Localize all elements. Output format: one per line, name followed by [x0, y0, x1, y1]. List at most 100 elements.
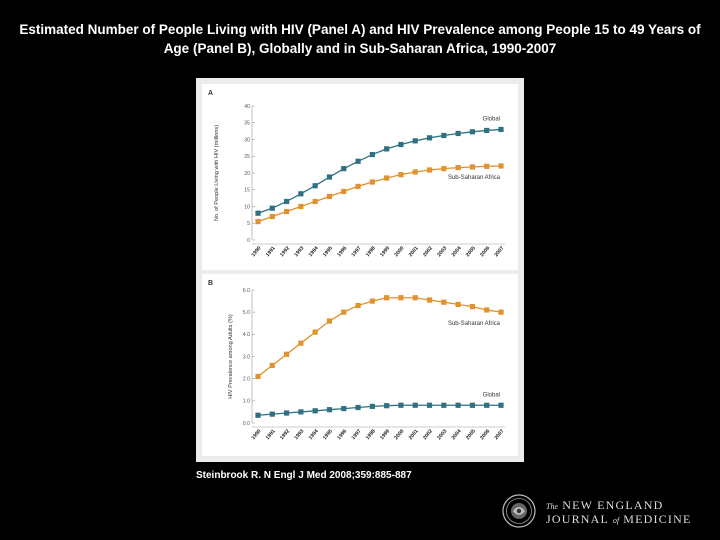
panel-a-y-axis-title: No. of People Living with HIV (millions)	[214, 125, 220, 222]
panel-a-global-point	[283, 198, 290, 205]
panel-a-y-tick-label: 30	[244, 137, 250, 143]
panel-a-global-point	[369, 151, 375, 158]
panel-a-sub-saharan-africa-point	[369, 179, 375, 185]
panel-a-y-tick-label: 25	[244, 154, 250, 160]
panel-a-background	[202, 84, 518, 270]
panel-a-sub-saharan-africa-point	[298, 203, 304, 210]
panel-a-global-point	[341, 166, 347, 172]
panel-b-global-point	[484, 402, 490, 408]
journal-line1-text: NEW ENGLAND	[562, 498, 664, 512]
panel-b-global-point	[269, 411, 275, 417]
panel-b-global-point	[441, 402, 447, 408]
panel-a-global-point	[412, 138, 418, 144]
panel-b-sub-saharan-africa-point	[255, 373, 261, 380]
panel-b-global-point	[426, 402, 433, 408]
panel-a-global-point	[484, 127, 490, 134]
journal-line2-b: MEDICINE	[623, 512, 692, 526]
panel-b-sub-saharan-africa-point	[283, 351, 290, 357]
panel-b-global-point	[455, 402, 461, 408]
panel-a-global-point	[298, 191, 304, 197]
panel-b-global-point	[255, 412, 261, 418]
journal-line2-a: JOURNAL	[546, 512, 609, 526]
panel-b-sub-saharan-africa-point	[384, 295, 390, 301]
panel-b-sub-saharan-africa-point	[341, 309, 347, 315]
panel-b-y-tick-label: 6.0	[243, 288, 250, 294]
panel-b-global-point	[498, 402, 504, 408]
panel-b-sub-saharan-africa-point	[441, 299, 447, 305]
panel-b-sub-saharan-africa-point	[312, 329, 318, 335]
panel-a-global-point	[326, 174, 333, 180]
panel-b-sub-saharan-africa-point	[398, 295, 404, 301]
panel-b-global-point	[412, 402, 418, 408]
citation: Steinbrook R. N Engl J Med 2008;359:885-…	[196, 470, 412, 481]
panel-b-background	[202, 274, 518, 456]
panel-b-y-axis-title: HIV Prevalence among Adults (%)	[228, 314, 234, 399]
journal-name-line2: JOURNAL of MEDICINE	[546, 512, 692, 527]
panel-a-y-tick-label: 5	[247, 221, 250, 227]
panel-b-sub-saharan-africa-point	[369, 298, 375, 304]
panel-b-sub-saharan-africa-point	[426, 297, 433, 303]
panel-b-sub-saharan-africa-point	[298, 340, 304, 346]
panel-a-global-point	[398, 141, 404, 148]
panel-a-sub-saharan-africa-point	[255, 218, 261, 225]
panel-a-sub-saharan-africa-point	[326, 193, 333, 200]
panel-b-y-tick-label: 2.0	[243, 376, 250, 382]
journal-logo: The NEW ENGLAND JOURNAL of MEDICINE	[502, 494, 712, 530]
panel-b-global-point	[469, 402, 476, 408]
panel-b-global-point	[312, 408, 318, 414]
panel-a-y-tick-label: 15	[244, 188, 250, 194]
panel-a-sub-saharan-africa-point	[355, 183, 361, 189]
panel-b-letter: B	[208, 280, 213, 287]
slide-title: Estimated Number of People Living with H…	[19, 22, 701, 56]
panel-b-sub-saharan-africa-point	[326, 318, 333, 324]
panel-a-y-tick-label: 20	[244, 171, 250, 177]
panel-b-global-label: Global	[483, 392, 500, 398]
panel-a-y-tick-label: 10	[244, 204, 250, 210]
panel-a-sub-saharan-africa-point	[283, 208, 290, 215]
panel-a-sub-saharan-africa-point	[469, 164, 476, 170]
panel-a-global-point	[469, 129, 476, 135]
panel-a-sub-saharan-africa-point	[269, 213, 275, 220]
panel-b-global-point	[341, 405, 347, 412]
journal-seal-icon	[502, 494, 536, 528]
panel-a-sub-saharan-africa-point	[312, 198, 318, 205]
panel-b-sub-saharan-africa-label: Sub-Saharan Africa	[448, 321, 501, 327]
panel-b-global-point	[369, 403, 375, 409]
panel-a-y-tick-label: 0	[247, 238, 250, 244]
panel-b-sub-saharan-africa-point	[355, 302, 361, 309]
figure-panel: A 0 5 10 15 20 25 30 35 40 1990 1991 1992 1993 1994 199…	[196, 78, 524, 462]
panel-a-sub-saharan-africa-point	[441, 166, 447, 172]
panel-a-global-point	[498, 126, 504, 133]
panel-b-y-tick-label: 4.0	[243, 332, 250, 338]
panel-b-sub-saharan-africa-point	[412, 295, 418, 301]
panel-a-sub-saharan-africa-point	[384, 175, 390, 181]
journal-line2-of: of	[612, 516, 620, 525]
panel-b-global-point	[398, 402, 404, 408]
panel-b-global-point	[384, 403, 390, 409]
panel-a-y-tick-label: 40	[244, 104, 250, 110]
panel-a-global-point	[255, 210, 261, 216]
panel-b-sub-saharan-africa-point	[469, 304, 476, 310]
panel-a-global-point	[355, 158, 361, 164]
panel-a-global-point	[384, 146, 390, 152]
panel-a-sub-saharan-africa-point	[426, 167, 433, 173]
panel-a-global-point	[441, 132, 447, 139]
panel-a-global-point	[426, 135, 433, 141]
panel-b-sub-saharan-africa-point	[269, 362, 275, 368]
panel-b-sub-saharan-africa-point	[484, 307, 490, 313]
panel-a-sub-saharan-africa-point	[498, 163, 504, 169]
panel-a-global-point	[312, 183, 318, 189]
panel-a-sub-saharan-africa-point	[398, 172, 404, 178]
panel-b-sub-saharan-africa-point	[498, 309, 504, 315]
panel-b-sub-saharan-africa-point	[455, 301, 461, 308]
panel-a-global-point	[455, 130, 461, 137]
panel-b-y-tick-label: 1.0	[243, 399, 250, 405]
panel-a-y-tick-label: 35	[244, 121, 250, 127]
panel-b-global-point	[298, 409, 304, 415]
panel-b-global-point	[355, 404, 361, 411]
panel-a-sub-saharan-africa-point	[412, 169, 418, 175]
panel-b-y-tick-label: 3.0	[243, 354, 250, 360]
panel-a-letter: A	[208, 90, 213, 97]
panel-a-global-label: Global	[483, 116, 500, 122]
